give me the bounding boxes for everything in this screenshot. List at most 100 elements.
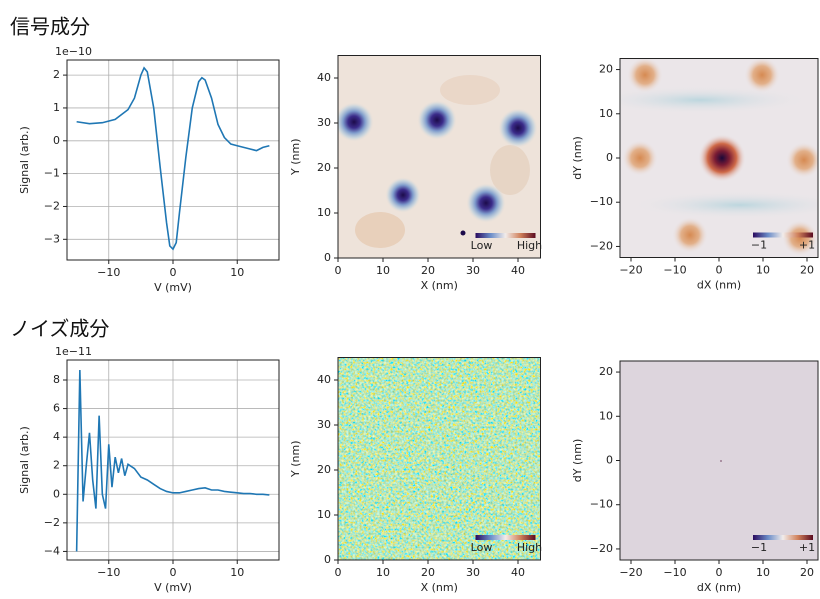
colorbar-label: −1 [751,239,767,252]
colorbar-label: Low [471,239,493,252]
x-tick-label: −10 [97,266,120,279]
y-tick-label: 6 [53,402,60,415]
y-tick-label: 0 [606,454,613,467]
map-image [338,55,541,258]
y-tick-label: 20 [599,63,613,76]
x-tick-label: 30 [466,264,480,277]
offset-label: 1e−11 [55,345,92,358]
x-tick-label: 0 [170,266,177,279]
x-axis-label: dX (nm) [697,581,741,594]
x-tick-label: 0 [170,566,177,579]
colorbar [475,535,536,540]
data-line [75,369,270,552]
x-tick-label: 20 [421,566,435,579]
axes-frame [66,359,280,561]
x-tick-label: −20 [619,264,642,277]
y-tick-label: −1 [44,167,60,180]
colorbar [753,232,813,238]
y-tick-label: 30 [317,418,331,431]
y-tick-label: 10 [599,107,613,120]
y-tick-label: 20 [317,161,331,174]
x-tick-label: 20 [800,264,814,277]
axes-frame [337,357,541,561]
y-tick-label: 20 [317,463,331,476]
x-tick-label: 20 [421,264,435,277]
y-tick-label: 0 [53,134,60,147]
y-tick-label: 40 [317,71,331,84]
colorbar-label: Low [471,541,493,554]
y-tick-label: 30 [317,116,331,129]
section-title: ノイズ成分 [10,317,109,341]
x-tick-label: −20 [619,566,642,579]
y-tick-label: 10 [317,206,331,219]
x-tick-label: 10 [376,264,390,277]
y-axis-label: Signal (arb.) [18,426,31,494]
y-tick-label: −4 [44,544,60,557]
x-axis-label: dX (nm) [697,279,741,292]
y-tick-label: 2 [53,68,60,81]
x-tick-label: 40 [511,264,525,277]
data-line [76,66,270,251]
colorbar-label: High [517,239,542,252]
x-axis-label: X (nm) [421,581,458,594]
x-tick-label: −10 [97,566,120,579]
y-axis-label: dY (nm) [571,136,584,179]
y-tick-label: −20 [590,239,613,252]
x-axis-label: V (mV) [154,581,192,594]
x-tick-label: 10 [230,566,244,579]
x-tick-label: 0 [335,566,342,579]
y-axis-label: Signal (arb.) [18,126,31,194]
x-tick-label: 0 [716,264,723,277]
y-tick-label: −20 [590,542,613,555]
colorbar-label: +1 [799,541,815,554]
x-tick-label: 10 [756,264,770,277]
x-tick-label: 20 [800,566,814,579]
y-tick-label: 2 [53,459,60,472]
x-tick-label: 10 [376,566,390,579]
y-axis-label: Y (nm) [289,441,302,479]
y-tick-label: 1 [53,101,60,114]
colorbar-label: High [517,541,542,554]
colorbar-label: +1 [799,239,815,252]
y-axis-label: Y (nm) [289,139,302,177]
map-image [620,58,818,258]
axes-frame [66,59,280,261]
axes-frame [619,360,819,561]
y-tick-label: 0 [53,487,60,500]
colorbar [753,535,813,540]
offset-label: 1e−10 [55,45,92,58]
x-tick-label: −10 [663,566,686,579]
x-tick-label: −10 [663,264,686,277]
y-tick-label: −10 [590,498,613,511]
x-tick-label: 30 [466,566,480,579]
colorbar [475,233,536,238]
y-tick-label: −2 [44,516,60,529]
y-tick-label: 10 [599,409,613,422]
map-image [338,357,541,560]
x-tick-label: 10 [756,566,770,579]
y-tick-label: 40 [317,373,331,386]
section-title: 信号成分 [10,15,90,39]
x-axis-label: V (mV) [154,281,192,294]
y-tick-label: 0 [324,553,331,566]
y-tick-label: 10 [317,508,331,521]
y-tick-label: 0 [324,251,331,264]
y-tick-label: −2 [44,199,60,212]
x-tick-label: 10 [230,266,244,279]
y-tick-label: 0 [606,151,613,164]
y-tick-label: 8 [53,373,60,386]
x-tick-label: 40 [511,566,525,579]
x-tick-label: 0 [335,264,342,277]
y-tick-label: 20 [599,365,613,378]
axes-frame [337,55,541,259]
y-axis-label: dY (nm) [571,439,584,482]
y-tick-label: −3 [44,232,60,245]
colorbar-label: −1 [751,541,767,554]
y-tick-label: −10 [590,195,613,208]
x-tick-label: 0 [716,566,723,579]
axes-frame [619,58,819,258]
map-image [620,361,818,560]
x-axis-label: X (nm) [421,279,458,292]
y-tick-label: 4 [53,430,60,443]
